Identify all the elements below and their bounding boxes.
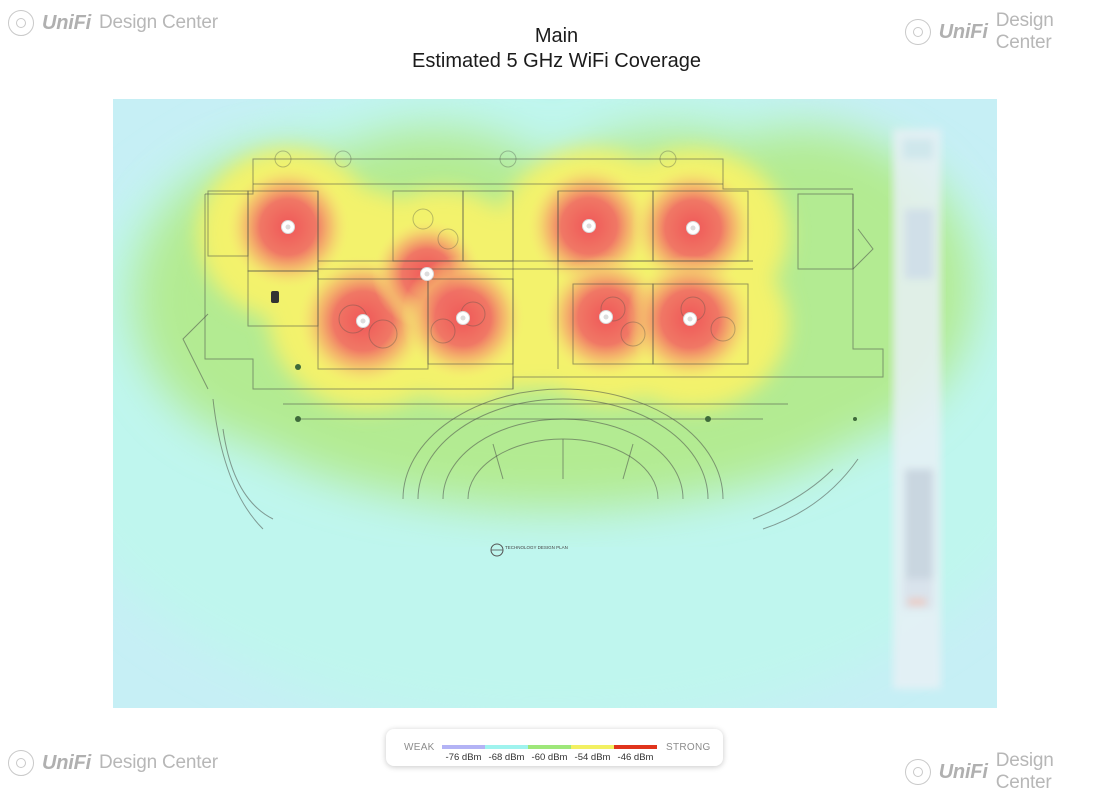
legend-color-bar	[442, 745, 657, 749]
floor-plan	[182, 150, 884, 530]
unifi-logo-icon	[8, 10, 34, 36]
legend-tick-label: -46 dBm	[617, 752, 654, 763]
brand-product-text: Design Center	[99, 752, 218, 773]
legend-tick-label: -76 dBm	[445, 752, 482, 763]
brand-logo-bottom-right: UniFi Design Center	[905, 750, 1113, 794]
legend-tick-label: -60 dBm	[531, 752, 568, 763]
brand-unifi-text: UniFi	[938, 760, 988, 783]
brand-product-text: Design Center	[99, 12, 218, 33]
legend-tick-label: -68 dBm	[488, 752, 525, 763]
brand-unifi-text: UniFi	[42, 751, 91, 774]
plan-sheet-legend	[893, 129, 941, 689]
unifi-logo-icon	[8, 750, 34, 776]
brand-product-text: Design Center	[995, 10, 1054, 53]
page-title: Main	[534, 25, 579, 47]
unifi-logo-icon	[905, 759, 931, 785]
legend-color-segment	[614, 745, 657, 749]
brand-unifi-text: UniFi	[42, 11, 91, 34]
plan-label: TECHNOLOGY DESIGN PLAN	[490, 543, 568, 557]
brand-product-text: Design Center	[995, 750, 1054, 793]
unifi-logo-icon	[905, 19, 931, 45]
legend-color-segment	[442, 745, 485, 749]
legend-color-segment	[571, 745, 614, 749]
legend-ticks: -76 dBm -68 dBm -60 dBm -54 dBm -46 dBm	[442, 752, 657, 764]
legend-strong-label: STRONG	[666, 742, 711, 753]
plan-label-text: TECHNOLOGY DESIGN PLAN	[505, 545, 568, 550]
signal-strength-legend: WEAK -76 dBm -68 dBm -60 dBm -54 dBm -46 dBm…	[386, 729, 723, 766]
brand-logo-top-left: UniFi Design Center	[8, 10, 218, 36]
coverage-heatmap[interactable]: TECHNOLOGY DESIGN PLAN	[113, 99, 997, 708]
ap-hotspots	[226, 164, 755, 387]
legend-weak-label: WEAK	[404, 742, 435, 753]
legend-color-segment	[528, 745, 571, 749]
legend-color-segment	[485, 745, 528, 749]
page-subtitle: Estimated 5 GHz WiFi Coverage	[412, 50, 701, 72]
brand-logo-bottom-left: UniFi Design Center	[8, 750, 218, 776]
legend-tick-label: -54 dBm	[574, 752, 611, 763]
switch-device-icon	[271, 291, 279, 303]
page-header: Main Estimated 5 GHz WiFi Coverage	[0, 24, 1113, 74]
access-points[interactable]	[271, 219, 700, 328]
brand-logo-top-right: UniFi Design Center	[905, 10, 1113, 54]
brand-unifi-text: UniFi	[938, 20, 988, 43]
